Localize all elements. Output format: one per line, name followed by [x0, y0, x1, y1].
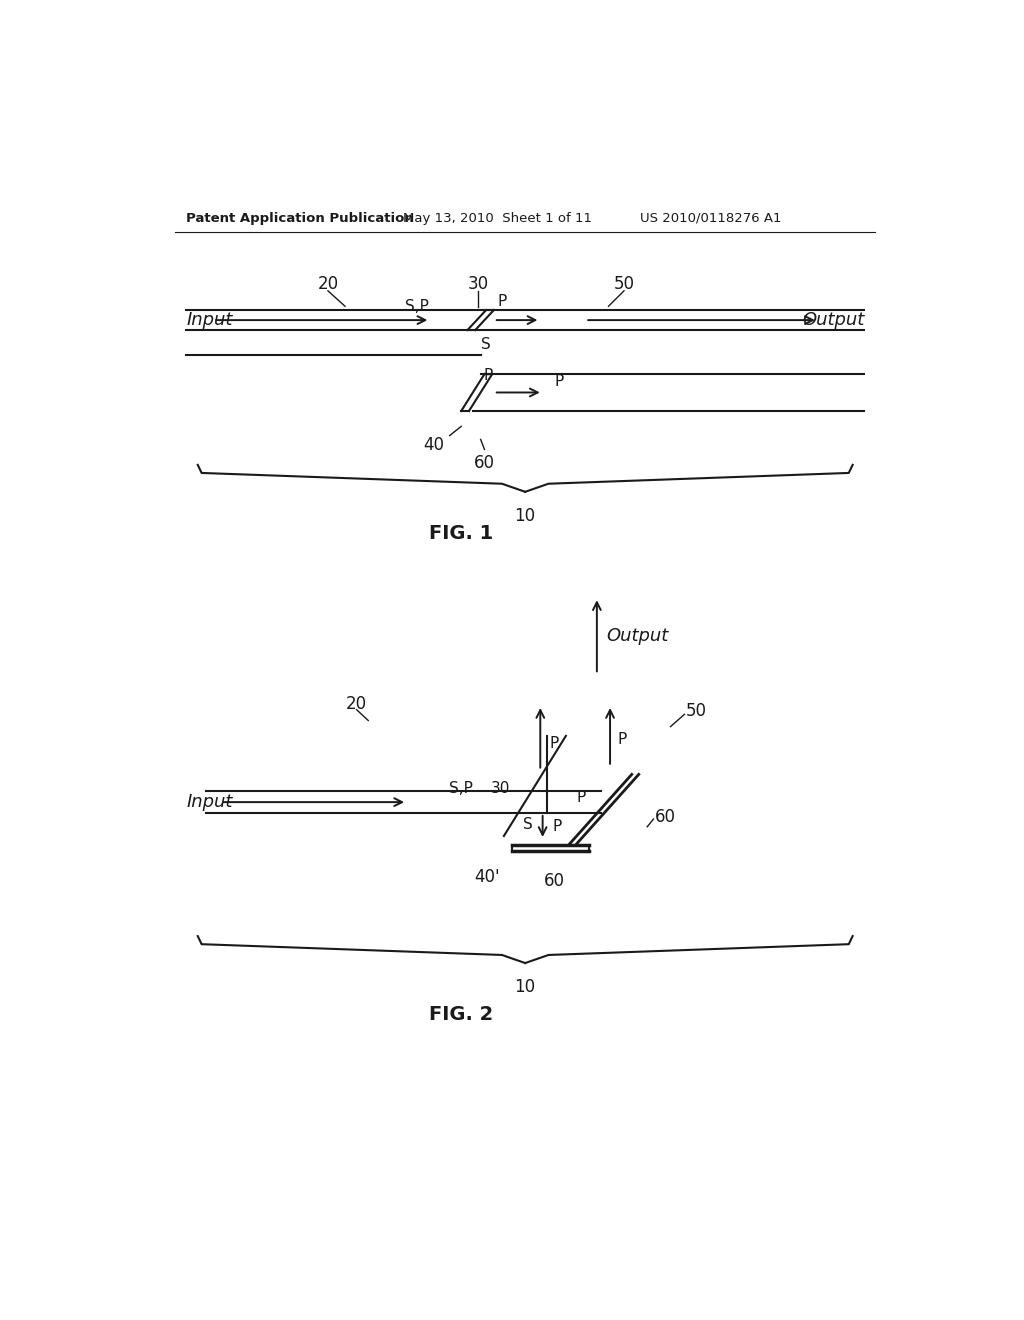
Text: Input: Input	[186, 312, 232, 329]
Text: 10: 10	[514, 978, 536, 997]
Text: S,P: S,P	[449, 780, 473, 796]
Text: P: P	[554, 374, 563, 388]
Text: FIG. 2: FIG. 2	[429, 1006, 494, 1024]
Text: S,P: S,P	[404, 298, 429, 314]
Text: S: S	[523, 817, 532, 832]
Text: FIG. 1: FIG. 1	[429, 524, 494, 543]
Text: May 13, 2010  Sheet 1 of 11: May 13, 2010 Sheet 1 of 11	[403, 213, 592, 224]
Text: P: P	[617, 733, 627, 747]
Text: 10: 10	[514, 507, 536, 525]
Text: 30: 30	[468, 275, 488, 293]
Text: 40': 40'	[474, 869, 500, 886]
Text: 60: 60	[474, 454, 495, 473]
Text: 60: 60	[655, 808, 676, 826]
Text: 60: 60	[544, 873, 565, 890]
Text: 20: 20	[317, 275, 339, 293]
Text: P: P	[553, 820, 562, 834]
Text: 50: 50	[613, 275, 635, 293]
Text: 50: 50	[686, 702, 707, 721]
Text: Patent Application Publication: Patent Application Publication	[186, 213, 414, 224]
Text: S: S	[481, 337, 490, 352]
Text: 20: 20	[346, 694, 368, 713]
Text: Output: Output	[802, 312, 864, 329]
Text: Output: Output	[606, 627, 669, 644]
Text: P: P	[483, 368, 493, 383]
Text: 30: 30	[490, 780, 510, 796]
Text: Input: Input	[186, 793, 232, 810]
Text: 40: 40	[423, 436, 444, 454]
Text: US 2010/0118276 A1: US 2010/0118276 A1	[640, 213, 781, 224]
Text: P: P	[577, 789, 586, 805]
Text: P: P	[498, 294, 507, 309]
Text: P: P	[550, 737, 559, 751]
